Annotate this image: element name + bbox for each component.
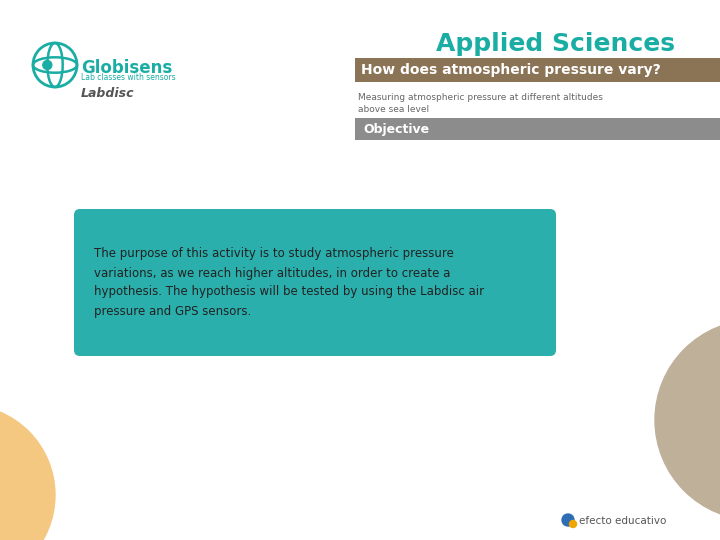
Circle shape	[655, 320, 720, 520]
FancyBboxPatch shape	[355, 58, 720, 82]
Text: The purpose of this activity is to study atmospheric pressure
variations, as we : The purpose of this activity is to study…	[94, 247, 484, 318]
Text: Measuring atmospheric pressure at different altitudes
above sea level: Measuring atmospheric pressure at differ…	[358, 93, 603, 114]
Circle shape	[562, 514, 574, 526]
Text: How does atmospheric pressure vary?: How does atmospheric pressure vary?	[361, 63, 661, 77]
Text: Applied Sciences: Applied Sciences	[436, 32, 675, 56]
FancyBboxPatch shape	[74, 209, 556, 356]
Circle shape	[42, 60, 52, 70]
Circle shape	[570, 521, 577, 528]
Text: efecto educativo: efecto educativo	[579, 516, 667, 526]
FancyBboxPatch shape	[355, 118, 720, 140]
Text: Objective: Objective	[363, 123, 429, 136]
Text: Labdisc: Labdisc	[81, 87, 135, 100]
Text: Globisens: Globisens	[81, 59, 172, 77]
Circle shape	[0, 405, 55, 540]
Text: Lab classes with sensors: Lab classes with sensors	[81, 73, 176, 82]
